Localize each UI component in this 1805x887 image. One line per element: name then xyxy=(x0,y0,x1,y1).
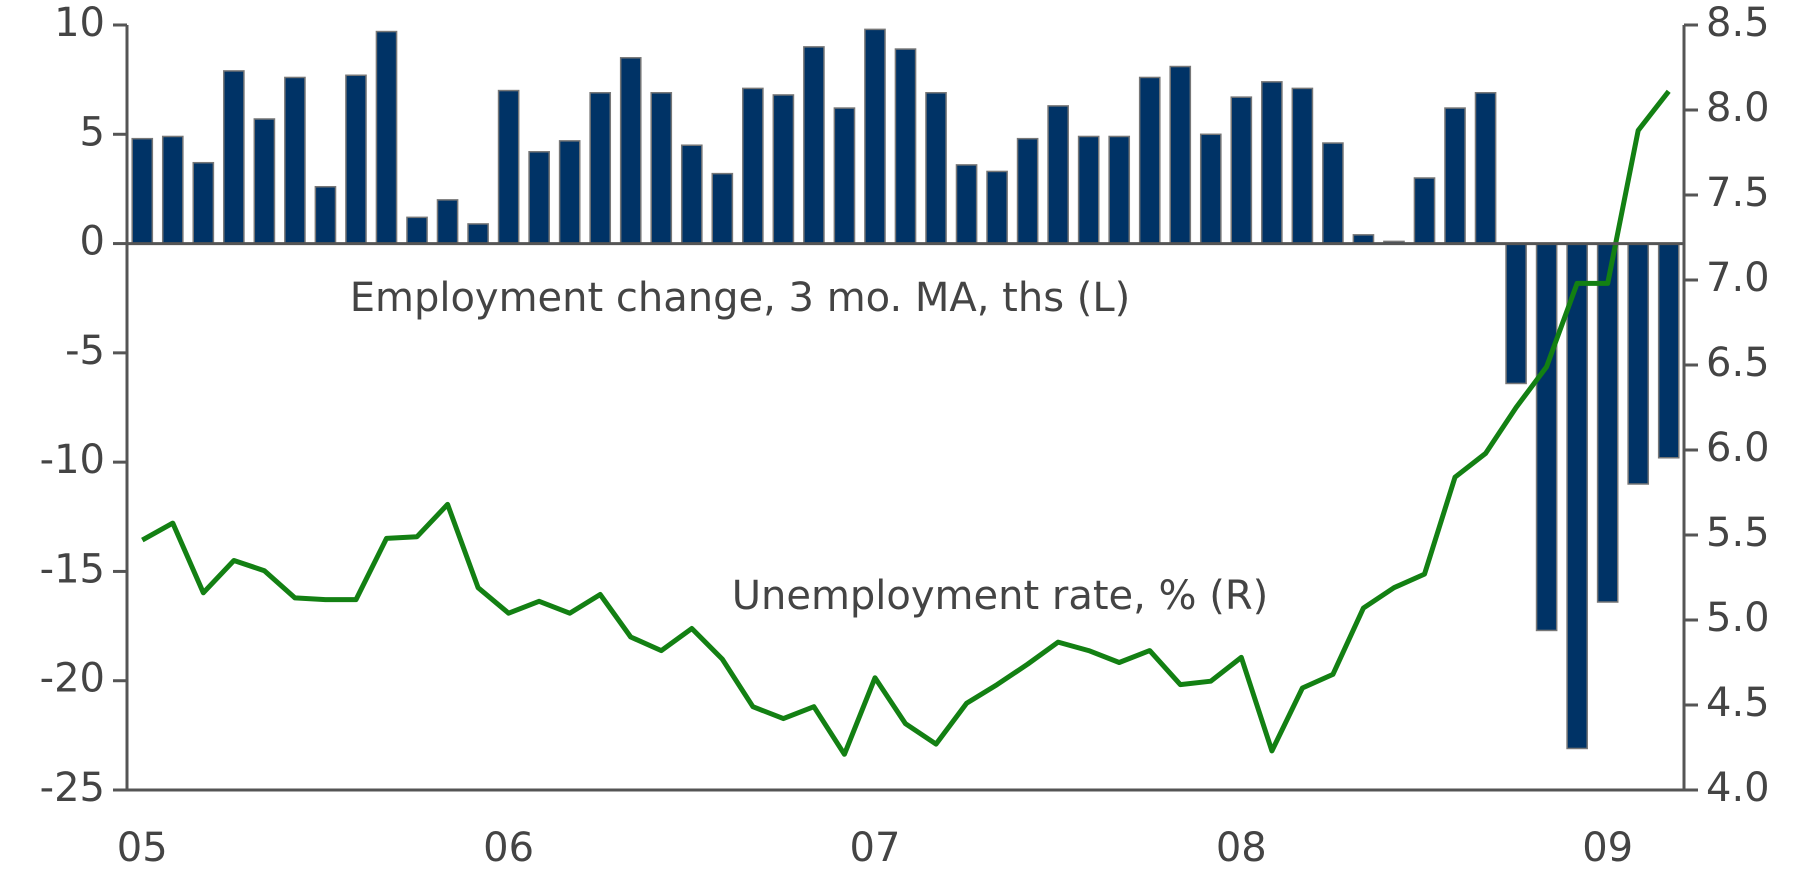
x-tick-label: 08 xyxy=(1216,825,1267,871)
bar xyxy=(528,151,550,245)
bar xyxy=(1138,76,1161,245)
bar xyxy=(1108,135,1131,245)
bar xyxy=(253,118,276,245)
bar xyxy=(1047,105,1069,245)
y2-tick-label: 7.0 xyxy=(1706,255,1770,301)
bar xyxy=(803,46,825,245)
bar xyxy=(497,89,520,245)
bar xyxy=(742,87,764,245)
bar xyxy=(619,57,642,245)
bar xyxy=(833,107,856,245)
bar xyxy=(1566,242,1588,750)
bar xyxy=(223,70,245,245)
bar xyxy=(1413,177,1436,245)
bar xyxy=(925,92,947,245)
y-tick-label: -25 xyxy=(40,765,105,811)
bar xyxy=(1657,242,1680,459)
y-tick-label: -15 xyxy=(40,546,105,592)
x-tick-label: 05 xyxy=(117,825,168,871)
bar xyxy=(558,140,581,245)
y2-tick-label: 7.5 xyxy=(1706,170,1770,216)
y2-tick-label: 6.0 xyxy=(1706,425,1770,471)
y2-tick-label: 5.0 xyxy=(1706,595,1770,641)
bar xyxy=(650,92,673,245)
bar xyxy=(1169,65,1192,245)
y2-tick-label: 6.5 xyxy=(1706,340,1770,386)
y-tick-label: -5 xyxy=(65,328,105,374)
bar xyxy=(375,30,398,245)
y-tick-label: -20 xyxy=(40,656,105,702)
bar xyxy=(1077,135,1100,245)
bar xyxy=(284,76,306,245)
bar xyxy=(986,170,1008,245)
bar xyxy=(864,28,886,245)
bar xyxy=(406,216,428,245)
y2-tick-label: 5.5 xyxy=(1706,510,1770,556)
bar xyxy=(436,199,459,245)
bar xyxy=(1261,81,1283,245)
bar xyxy=(894,48,917,245)
bar xyxy=(467,223,489,245)
bar xyxy=(314,185,337,245)
bar xyxy=(1596,242,1619,603)
bar xyxy=(131,137,154,245)
bar xyxy=(1627,242,1650,485)
bar xyxy=(1199,133,1222,245)
bar xyxy=(1230,96,1253,245)
bar xyxy=(680,144,703,245)
y2-tick-label: 8.0 xyxy=(1706,85,1770,131)
bar xyxy=(711,172,734,245)
y2-tick-label: 4.0 xyxy=(1706,765,1770,811)
bar xyxy=(1322,142,1344,245)
line xyxy=(141,89,1671,757)
x-tick-label: 07 xyxy=(850,825,901,871)
y2-tick-label: 8.5 xyxy=(1706,0,1770,46)
y-tick-label: 10 xyxy=(54,0,105,46)
bar xyxy=(1444,107,1466,245)
bar xyxy=(955,164,978,245)
bar xyxy=(192,161,215,245)
bar xyxy=(772,94,795,245)
y-tick-label: -10 xyxy=(40,437,105,483)
y-tick-label: 0 xyxy=(80,219,105,265)
bar xyxy=(1474,92,1497,245)
x-tick-label: 09 xyxy=(1582,825,1633,871)
y2-tick-label: 4.5 xyxy=(1706,680,1770,726)
bar xyxy=(161,135,184,245)
bar xyxy=(1505,242,1527,385)
bar xyxy=(1291,87,1314,245)
x-tick-label: 06 xyxy=(483,825,534,871)
bar xyxy=(345,74,367,245)
bar xyxy=(1535,242,1558,632)
bar xyxy=(1016,137,1039,245)
y-tick-label: 5 xyxy=(80,109,105,155)
annotation: Employment change, 3 mo. MA, ths (L) xyxy=(350,275,1131,321)
bar xyxy=(589,92,612,245)
annotation: Unemployment rate, % (R) xyxy=(732,573,1269,619)
